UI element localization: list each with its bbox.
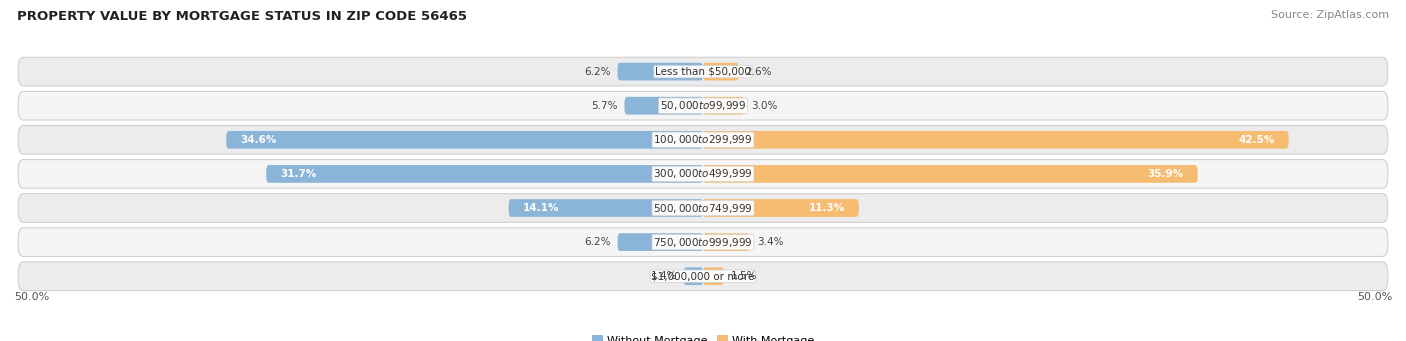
Text: 6.2%: 6.2% bbox=[583, 237, 610, 247]
FancyBboxPatch shape bbox=[624, 97, 703, 115]
Text: 2.6%: 2.6% bbox=[745, 66, 772, 77]
FancyBboxPatch shape bbox=[18, 160, 1388, 188]
Text: 35.9%: 35.9% bbox=[1147, 169, 1184, 179]
FancyBboxPatch shape bbox=[683, 267, 703, 285]
FancyBboxPatch shape bbox=[18, 228, 1388, 256]
Text: 5.7%: 5.7% bbox=[591, 101, 617, 111]
Text: Source: ZipAtlas.com: Source: ZipAtlas.com bbox=[1271, 10, 1389, 20]
FancyBboxPatch shape bbox=[703, 267, 724, 285]
FancyBboxPatch shape bbox=[18, 91, 1388, 120]
Text: 42.5%: 42.5% bbox=[1239, 135, 1275, 145]
FancyBboxPatch shape bbox=[226, 131, 703, 149]
FancyBboxPatch shape bbox=[18, 57, 1388, 86]
Text: 50.0%: 50.0% bbox=[1357, 292, 1392, 302]
FancyBboxPatch shape bbox=[266, 165, 703, 183]
Text: 31.7%: 31.7% bbox=[280, 169, 316, 179]
FancyBboxPatch shape bbox=[703, 63, 738, 80]
Text: $750,000 to $999,999: $750,000 to $999,999 bbox=[654, 236, 752, 249]
Text: 3.0%: 3.0% bbox=[751, 101, 778, 111]
Text: 3.4%: 3.4% bbox=[756, 237, 783, 247]
Text: $50,000 to $99,999: $50,000 to $99,999 bbox=[659, 99, 747, 112]
Text: 1.5%: 1.5% bbox=[731, 271, 756, 281]
Legend: Without Mortgage, With Mortgage: Without Mortgage, With Mortgage bbox=[588, 331, 818, 341]
FancyBboxPatch shape bbox=[617, 233, 703, 251]
FancyBboxPatch shape bbox=[703, 97, 744, 115]
Text: $100,000 to $299,999: $100,000 to $299,999 bbox=[654, 133, 752, 146]
Text: 6.2%: 6.2% bbox=[583, 66, 610, 77]
FancyBboxPatch shape bbox=[703, 233, 749, 251]
FancyBboxPatch shape bbox=[18, 125, 1388, 154]
Text: Less than $50,000: Less than $50,000 bbox=[655, 66, 751, 77]
FancyBboxPatch shape bbox=[703, 131, 1289, 149]
Text: 1.4%: 1.4% bbox=[651, 271, 676, 281]
FancyBboxPatch shape bbox=[703, 199, 859, 217]
FancyBboxPatch shape bbox=[703, 165, 1198, 183]
Text: 14.1%: 14.1% bbox=[523, 203, 558, 213]
Text: 34.6%: 34.6% bbox=[240, 135, 277, 145]
FancyBboxPatch shape bbox=[18, 262, 1388, 291]
Text: $500,000 to $749,999: $500,000 to $749,999 bbox=[654, 202, 752, 214]
Text: PROPERTY VALUE BY MORTGAGE STATUS IN ZIP CODE 56465: PROPERTY VALUE BY MORTGAGE STATUS IN ZIP… bbox=[17, 10, 467, 23]
FancyBboxPatch shape bbox=[18, 194, 1388, 222]
Text: $1,000,000 or more: $1,000,000 or more bbox=[651, 271, 755, 281]
FancyBboxPatch shape bbox=[509, 199, 703, 217]
Text: $300,000 to $499,999: $300,000 to $499,999 bbox=[654, 167, 752, 180]
Text: 50.0%: 50.0% bbox=[14, 292, 49, 302]
FancyBboxPatch shape bbox=[617, 63, 703, 80]
Text: 11.3%: 11.3% bbox=[808, 203, 845, 213]
